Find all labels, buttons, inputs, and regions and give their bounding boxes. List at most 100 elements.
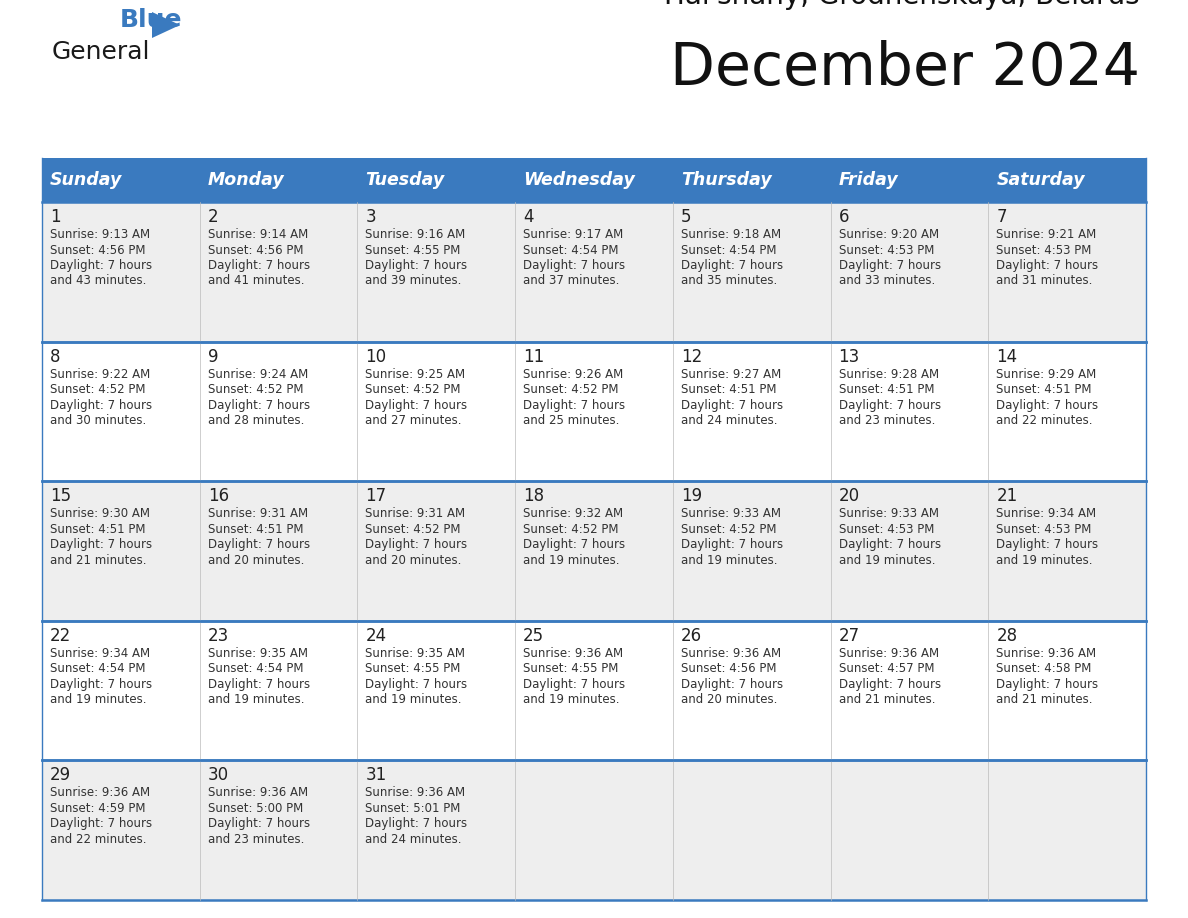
Text: Daylight: 7 hours: Daylight: 7 hours [839,398,941,411]
Text: Daylight: 7 hours: Daylight: 7 hours [997,677,1099,691]
Text: Sunset: 4:52 PM: Sunset: 4:52 PM [523,383,619,396]
Text: Sunset: 4:52 PM: Sunset: 4:52 PM [681,522,776,536]
Text: and 19 minutes.: and 19 minutes. [523,554,620,566]
Text: Monday: Monday [208,171,284,189]
Text: 22: 22 [50,627,71,644]
Text: and 35 minutes.: and 35 minutes. [681,274,777,287]
Text: Sunrise: 9:36 AM: Sunrise: 9:36 AM [366,787,466,800]
Text: Sunset: 4:54 PM: Sunset: 4:54 PM [50,662,145,676]
Text: Sunrise: 9:21 AM: Sunrise: 9:21 AM [997,228,1097,241]
Bar [672,158,830,202]
Text: Daylight: 7 hours: Daylight: 7 hours [366,817,468,831]
Text: and 19 minutes.: and 19 minutes. [366,693,462,706]
Text: Sunset: 5:01 PM: Sunset: 5:01 PM [366,802,461,815]
Text: 3: 3 [366,208,377,226]
Text: Sunset: 4:53 PM: Sunset: 4:53 PM [997,243,1092,256]
Text: and 31 minutes.: and 31 minutes. [997,274,1093,287]
Bar [200,760,358,900]
Text: Sunrise: 9:16 AM: Sunrise: 9:16 AM [366,228,466,241]
Text: and 19 minutes.: and 19 minutes. [681,554,777,566]
Text: Blue: Blue [120,8,183,32]
Bar [516,621,672,760]
Text: Sunset: 4:54 PM: Sunset: 4:54 PM [523,243,619,256]
Bar [200,158,358,202]
Text: Daylight: 7 hours: Daylight: 7 hours [997,398,1099,411]
Text: Sunset: 4:51 PM: Sunset: 4:51 PM [208,522,303,536]
Text: Daylight: 7 hours: Daylight: 7 hours [50,677,152,691]
Text: Sunrise: 9:35 AM: Sunrise: 9:35 AM [366,647,466,660]
Text: and 21 minutes.: and 21 minutes. [839,693,935,706]
Bar [988,341,1146,481]
Bar [516,202,672,341]
Text: Sunset: 4:51 PM: Sunset: 4:51 PM [997,383,1092,396]
Bar [988,621,1146,760]
Text: Hal'shany, Grodnenskaya, Belarus: Hal'shany, Grodnenskaya, Belarus [664,0,1140,10]
Text: Daylight: 7 hours: Daylight: 7 hours [208,677,310,691]
Text: Daylight: 7 hours: Daylight: 7 hours [997,538,1099,551]
Text: and 30 minutes.: and 30 minutes. [50,414,146,427]
Text: and 23 minutes.: and 23 minutes. [839,414,935,427]
Text: 24: 24 [366,627,386,644]
Text: Sunrise: 9:13 AM: Sunrise: 9:13 AM [50,228,150,241]
Text: General: General [52,40,151,64]
Bar [516,760,672,900]
Text: Sunset: 4:54 PM: Sunset: 4:54 PM [681,243,776,256]
Bar [830,341,988,481]
Text: and 23 minutes.: and 23 minutes. [208,833,304,845]
Bar [42,202,200,341]
Text: 28: 28 [997,627,1017,644]
Bar [358,341,516,481]
Bar [42,481,200,621]
Text: Sunset: 4:51 PM: Sunset: 4:51 PM [681,383,776,396]
Text: Wednesday: Wednesday [523,171,636,189]
Text: 25: 25 [523,627,544,644]
Text: Sunrise: 9:36 AM: Sunrise: 9:36 AM [50,787,150,800]
Bar [358,481,516,621]
Text: Daylight: 7 hours: Daylight: 7 hours [366,259,468,272]
Bar [830,481,988,621]
Text: Sunset: 4:59 PM: Sunset: 4:59 PM [50,802,145,815]
Text: Sunset: 4:52 PM: Sunset: 4:52 PM [366,383,461,396]
Bar [42,341,200,481]
Text: and 37 minutes.: and 37 minutes. [523,274,619,287]
Text: Daylight: 7 hours: Daylight: 7 hours [50,398,152,411]
Bar [672,481,830,621]
Text: Daylight: 7 hours: Daylight: 7 hours [50,817,152,831]
Bar [516,481,672,621]
Text: Saturday: Saturday [997,171,1085,189]
Text: 26: 26 [681,627,702,644]
Bar [42,760,200,900]
Text: Daylight: 7 hours: Daylight: 7 hours [523,677,625,691]
Text: and 28 minutes.: and 28 minutes. [208,414,304,427]
Text: Daylight: 7 hours: Daylight: 7 hours [681,398,783,411]
Text: Sunset: 4:52 PM: Sunset: 4:52 PM [50,383,145,396]
Text: Daylight: 7 hours: Daylight: 7 hours [839,259,941,272]
Text: Sunset: 4:57 PM: Sunset: 4:57 PM [839,662,934,676]
Text: and 20 minutes.: and 20 minutes. [208,554,304,566]
Text: and 24 minutes.: and 24 minutes. [366,833,462,845]
Bar [200,621,358,760]
Text: Sunrise: 9:36 AM: Sunrise: 9:36 AM [839,647,939,660]
Text: 10: 10 [366,348,386,365]
Bar [200,341,358,481]
Text: Sunset: 4:54 PM: Sunset: 4:54 PM [208,662,303,676]
Text: Daylight: 7 hours: Daylight: 7 hours [997,259,1099,272]
Text: Daylight: 7 hours: Daylight: 7 hours [366,677,468,691]
Bar [988,760,1146,900]
Text: 23: 23 [208,627,229,644]
Bar [516,341,672,481]
Text: and 19 minutes.: and 19 minutes. [523,693,620,706]
Text: Sunset: 4:55 PM: Sunset: 4:55 PM [366,243,461,256]
Text: Sunrise: 9:17 AM: Sunrise: 9:17 AM [523,228,624,241]
Bar [672,621,830,760]
Text: Sunrise: 9:29 AM: Sunrise: 9:29 AM [997,367,1097,381]
Text: 18: 18 [523,487,544,505]
Bar [358,760,516,900]
Text: Sunrise: 9:22 AM: Sunrise: 9:22 AM [50,367,150,381]
Text: Friday: Friday [839,171,898,189]
Text: Daylight: 7 hours: Daylight: 7 hours [523,538,625,551]
Text: and 20 minutes.: and 20 minutes. [681,693,777,706]
Text: Sunrise: 9:34 AM: Sunrise: 9:34 AM [997,508,1097,521]
Bar [830,202,988,341]
Text: Sunset: 4:58 PM: Sunset: 4:58 PM [997,662,1092,676]
